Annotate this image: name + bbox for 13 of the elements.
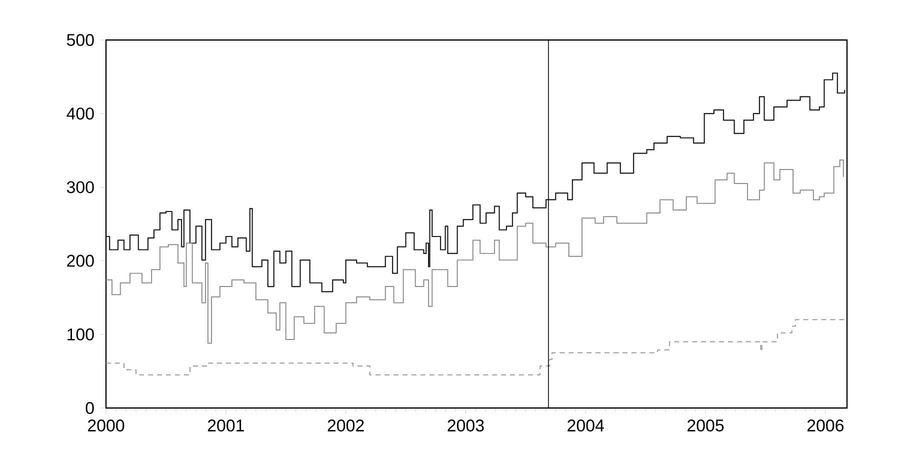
x-tick-label: 2005 bbox=[688, 419, 724, 432]
x-tick-label: 2004 bbox=[568, 419, 604, 432]
y-tick-label: 100 bbox=[68, 328, 94, 340]
x-tick-label: 2001 bbox=[208, 419, 244, 432]
x-tick-label: 2000 bbox=[88, 419, 124, 432]
y-tick-label: 300 bbox=[66, 181, 94, 194]
x-tick-label: 2002 bbox=[328, 419, 364, 432]
y-tick-label: 200 bbox=[67, 254, 94, 267]
y-tick-label: 0 bbox=[86, 402, 94, 414]
x-tick-label: 2006 bbox=[807, 419, 844, 432]
y-tick-label: 400 bbox=[66, 108, 94, 120]
x-tick-label: 2003 bbox=[448, 419, 484, 432]
y-tick-label: 500 bbox=[66, 34, 94, 46]
